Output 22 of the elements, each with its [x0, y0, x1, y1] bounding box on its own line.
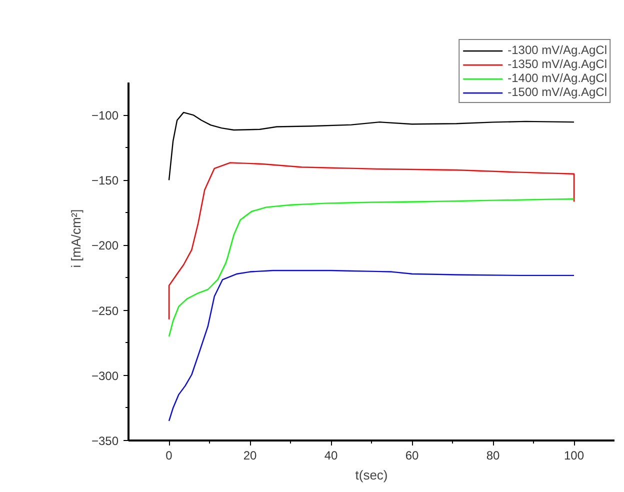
- y-tick-label: −100: [91, 108, 119, 123]
- line-series: [168, 198, 575, 337]
- y-tick-label: −300: [91, 368, 119, 383]
- legend-label: -1300 mV/Ag.AgCl: [508, 43, 607, 57]
- y-axis-title: i [mA/cm²]: [68, 209, 84, 268]
- legend-label: -1350 mV/Ag.AgCl: [508, 57, 607, 71]
- x-tick-label: 60: [405, 448, 419, 462]
- x-tick-label: 40: [324, 448, 338, 462]
- x-tick-label: 80: [486, 448, 500, 462]
- x-axis-title: t(sec): [355, 468, 388, 482]
- x-tick-label: 0: [166, 448, 173, 462]
- y-tick-label: −200: [91, 238, 119, 253]
- x-tick-label: 20: [243, 448, 257, 462]
- line-series: [168, 162, 575, 320]
- y-tick-label: −350: [91, 434, 119, 448]
- y-tick-label: −150: [91, 174, 119, 188]
- y-tick-label: −250: [91, 304, 119, 318]
- line-series: [168, 270, 575, 422]
- legend-label: -1500 mV/Ag.AgCl: [508, 85, 607, 99]
- line-series: [168, 112, 575, 181]
- x-tick-label: 100: [564, 448, 584, 462]
- legend-label: -1400 mV/Ag.AgCl: [508, 71, 607, 85]
